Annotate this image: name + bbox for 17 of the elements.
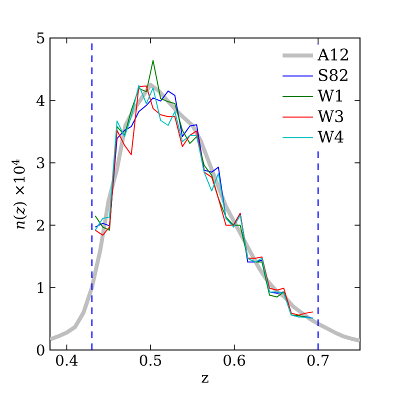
y-tick-label: 2 bbox=[36, 220, 44, 231]
legend-label: A12 bbox=[318, 48, 348, 60]
y-tick-label: 5 bbox=[37, 32, 44, 44]
y-tick-label: 0 bbox=[36, 344, 44, 356]
legend-label: W3 bbox=[318, 110, 344, 122]
legend-label: S82 bbox=[318, 69, 348, 82]
legend-label: W1 bbox=[318, 90, 342, 102]
y-tick-label: 4 bbox=[36, 94, 45, 106]
y-tick-label: 1 bbox=[38, 282, 44, 294]
x-axis-title: z bbox=[202, 374, 208, 383]
x-tick-label: 0.4 bbox=[56, 354, 78, 366]
x-tick-label: 0.7 bbox=[307, 354, 329, 366]
y-axis-title: n(z) ×10$^{4}$ bbox=[12, 159, 27, 229]
y-tick-label: 3 bbox=[37, 157, 44, 168]
legend-label: W4 bbox=[318, 130, 344, 143]
x-tick-label: 0.6 bbox=[224, 354, 246, 366]
x-tick-label: 0.5 bbox=[140, 354, 162, 366]
